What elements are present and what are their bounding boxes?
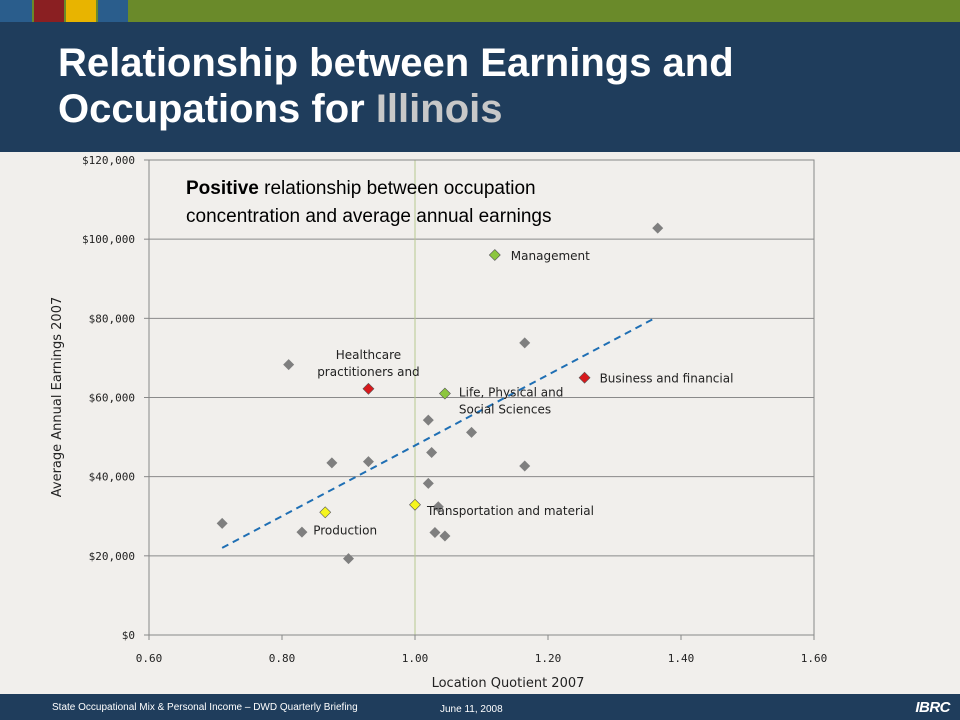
scatter-point-red [362,382,375,395]
scatter-point-gray [426,447,438,459]
scatter-point-gray [519,337,531,349]
annotation-line-1: Positive relationship between occupation [186,178,536,199]
point-labels: Management Life, Physical and Social Scien… [313,249,733,537]
scatter-point-gray [362,456,374,468]
point-label: Social Sciences [459,403,551,417]
scatter-point-yellow [409,498,421,511]
x-tick-labels: 0.60 0.80 1.00 1.20 1.40 1.60 [136,635,828,665]
y-tick-label: $0 [122,629,135,642]
scatter-point-gray [519,460,531,472]
ibrc-logo: IBRC [915,699,950,716]
y-tick-label: $120,000 [82,154,135,167]
slide-title: Relationship between Earnings and Occupa… [58,40,938,132]
point-label: Production [313,523,377,537]
x-tick-label: 0.60 [136,652,163,665]
slide-header [0,22,960,152]
scatter-point-green [488,249,501,261]
scatter-point-green [439,387,451,400]
y-tick-label: $40,000 [89,471,135,484]
point-label: Healthcare [336,348,401,362]
x-tick-label: 1.40 [668,652,695,665]
scatter-point-yellow [319,506,332,519]
y-tick-label: $20,000 [89,550,135,563]
accent-square-blue [0,0,32,22]
scatter-point-gray [422,477,434,489]
title-prefix: Relationship between Earnings and Occupa… [58,41,734,131]
footer-date: June 11, 2008 [440,704,503,715]
point-label: Business and financial [600,372,734,386]
scatter-point-gray [466,426,478,438]
scatter-point-gray [652,222,664,234]
title-highlight: Illinois [375,87,503,131]
slide-footer: State Occupational Mix & Personal Income… [0,694,960,720]
y-tick-label: $60,000 [89,392,135,405]
annotation-bold: Positive [186,178,259,199]
scatter-point-red [578,371,591,384]
annotation-rest: relationship between occupation [259,178,536,199]
scatter-point-gray [439,530,451,542]
annotation-line-2: concentration and average annual earning… [186,206,552,227]
gridlines [149,238,814,557]
scatter-point-gray [216,517,228,529]
x-tick-label: 1.60 [801,652,828,665]
footer-text: State Occupational Mix & Personal Income… [52,702,358,713]
x-tick-label: 1.20 [535,652,562,665]
point-label: Life, Physical and [459,386,563,400]
trendline [221,317,655,549]
scatter-point-gray [296,526,308,538]
scatter-point-gray [429,526,441,538]
y-axis-label: Average Annual Earnings 2007 [50,297,65,497]
point-label: Transportation and material [426,504,594,518]
y-tick-label: $80,000 [89,312,135,325]
accent-square-red [34,0,64,22]
scatter-point-gray [326,457,338,469]
accent-square-blue2 [98,0,128,22]
point-label: practitioners and [317,365,420,379]
x-axis-label: Location Quotient 2007 [432,676,585,691]
point-label: Management [511,249,590,263]
scatter-point-gray [283,359,295,371]
y-tick-label: $100,000 [82,233,135,246]
x-tick-label: 0.80 [269,652,296,665]
scatter-point-gray [343,553,354,565]
scatter-point-gray [432,501,444,513]
scatter-point-gray [422,414,434,426]
accent-square-yellow [66,0,96,22]
x-tick-label: 1.00 [402,652,429,665]
data-points [216,222,664,565]
y-tick-labels: $0 $20,000 $40,000 $60,000 $80,000 $100,000 $1… [82,154,149,642]
scatter-chart: $0 $20,000 $40,000 $60,000 $80,000 $100,000 $1… [50,154,828,691]
top-color-bar [0,0,960,22]
